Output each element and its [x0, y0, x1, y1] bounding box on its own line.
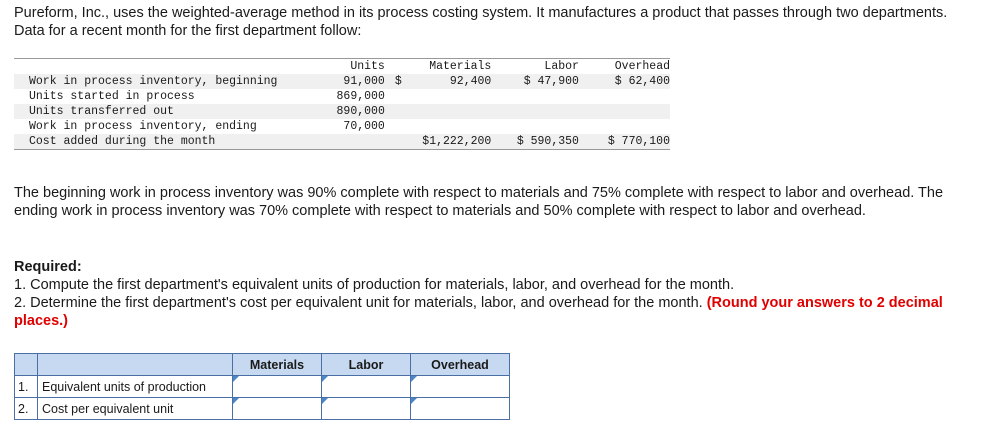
cost-per-unit-overhead-field[interactable]	[415, 398, 509, 419]
answer-header-row: Materials Labor Overhead	[14, 353, 510, 376]
row-materials: $1,222,200	[412, 134, 492, 149]
equiv-units-labor-input[interactable]	[321, 375, 411, 398]
equiv-units-overhead-input[interactable]	[410, 375, 510, 398]
row-dollar-sign: $	[384, 74, 413, 89]
header-labor: Labor	[544, 60, 579, 73]
row-label: Work in process inventory, ending	[29, 120, 257, 133]
row-overhead: $ 62,400	[578, 74, 670, 89]
table-row: Units started in process 869,000	[14, 89, 670, 104]
row-materials: 92,400	[412, 74, 492, 89]
cost-per-unit-labor-input[interactable]	[321, 397, 411, 420]
data-table: Units Materials Labor Overhead Work in p…	[14, 58, 670, 150]
equiv-units-materials-input[interactable]	[232, 375, 322, 398]
row-label: Work in process inventory, beginning	[14, 74, 322, 89]
cost-per-unit-overhead-input[interactable]	[410, 397, 510, 420]
row-units: 70,000	[343, 120, 385, 133]
rounding-note: (Round your answers to 2 decimal places.…	[14, 295, 943, 329]
header-materials: Materials	[429, 60, 492, 73]
answer-row-label: Equivalent units of production	[37, 375, 233, 398]
row-label: Units started in process	[29, 90, 195, 103]
table-row: Work in process inventory, ending 70,000	[14, 119, 670, 134]
cost-per-unit-materials-field[interactable]	[237, 398, 321, 419]
table-row: Units transferred out 890,000	[14, 104, 670, 119]
data-table-header-row: Units Materials Labor Overhead	[14, 59, 670, 74]
header-overhead: Overhead	[614, 60, 670, 73]
row-label: Units transferred out	[14, 104, 322, 119]
required-item-2: 2. Determine the first department's cost…	[14, 295, 943, 329]
row-units: 91,000	[321, 74, 385, 89]
required-item-1: 1. Compute the first department's equiva…	[14, 277, 735, 293]
equiv-units-materials-field[interactable]	[237, 376, 321, 397]
answer-row-label: Cost per equivalent unit	[37, 397, 233, 420]
equiv-units-labor-field[interactable]	[326, 376, 410, 397]
table-row: Cost added during the month $1,222,200 $…	[14, 134, 670, 149]
table-row: Work in process inventory, beginning 91,…	[14, 74, 670, 89]
required-block: Required: 1. Compute the first departmen…	[14, 258, 974, 330]
answer-row: 1. Equivalent units of production	[14, 375, 510, 398]
row-units: 869,000	[336, 90, 385, 103]
row-units: 890,000	[321, 104, 385, 119]
answer-header-overhead: Overhead	[410, 353, 510, 376]
answer-table: Materials Labor Overhead 1. Equivalent u…	[14, 353, 510, 420]
equiv-units-overhead-field[interactable]	[415, 376, 509, 397]
answer-row: 2. Cost per equivalent unit	[14, 397, 510, 420]
cost-per-unit-labor-field[interactable]	[326, 398, 410, 419]
row-overhead: $ 770,100	[578, 134, 670, 149]
cost-per-unit-materials-input[interactable]	[232, 397, 322, 420]
completion-paragraph: The beginning work in process inventory …	[14, 185, 944, 219]
intro-paragraph: Pureform, Inc., uses the weighted-averag…	[14, 5, 948, 39]
header-units: Units	[350, 60, 385, 73]
answer-header-materials: Materials	[232, 353, 322, 376]
answer-row-number: 1.	[14, 375, 38, 398]
row-labor: $ 47,900	[491, 74, 579, 89]
answer-row-number: 2.	[14, 397, 38, 420]
row-label: Cost added during the month	[14, 134, 322, 149]
required-title: Required:	[14, 259, 82, 275]
row-labor: $ 590,350	[491, 134, 579, 149]
answer-header-labor: Labor	[321, 353, 411, 376]
